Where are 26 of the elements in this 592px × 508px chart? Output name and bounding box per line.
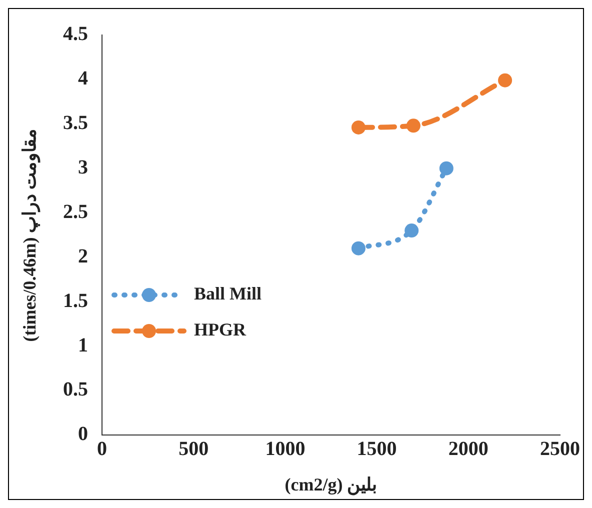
- point: [498, 73, 512, 88]
- x-tick-label: 1000: [265, 438, 306, 460]
- y-tick-label: 2.5: [63, 200, 88, 223]
- y-tick-label: 4.5: [63, 23, 88, 46]
- x-tick-label: 2000: [448, 438, 488, 460]
- point: [439, 161, 454, 176]
- y-tick-label: 3: [78, 156, 88, 179]
- y-tick-label: 2: [78, 245, 88, 268]
- y-tick-label: 0.5: [63, 378, 88, 401]
- y-tick-label: 0: [78, 423, 88, 446]
- legend-label: HPGR: [194, 320, 247, 340]
- y-tick-label: 4: [78, 68, 88, 90]
- x-tick-label: 1500: [356, 438, 397, 460]
- y-axis-title: مقاومت دراپ (times/0.46m): [20, 128, 41, 342]
- point: [406, 118, 420, 133]
- x-tick-label: 500: [178, 438, 209, 460]
- y-tick-label: 1: [78, 334, 88, 356]
- x-axis-title: بلین (cm2/g): [284, 474, 378, 496]
- point: [351, 120, 366, 134]
- x-tick-label: 0: [97, 438, 107, 460]
- legend-label: Ball Mill: [194, 284, 262, 304]
- point: [351, 241, 366, 256]
- x-tick-label: 2500: [540, 438, 580, 460]
- y-tick-label: 1.5: [63, 290, 88, 312]
- point: [404, 224, 419, 238]
- y-tick-label: 3.5: [63, 112, 88, 134]
